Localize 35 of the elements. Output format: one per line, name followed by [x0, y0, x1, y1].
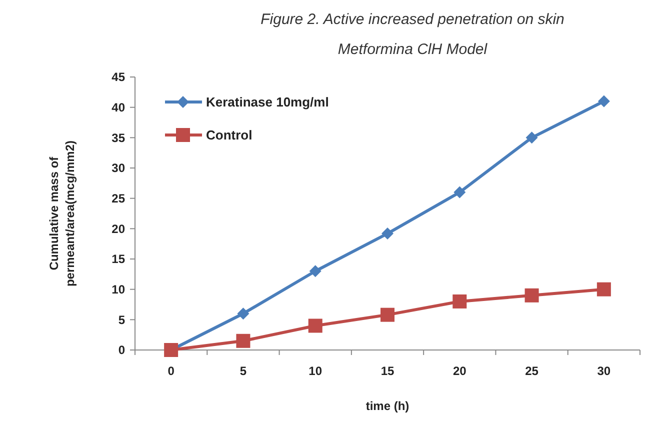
y-tick-label: 40	[112, 100, 126, 115]
point	[236, 334, 250, 348]
y-tick-label: 15	[112, 252, 126, 266]
chart-subtitle: Metformina ClH Model	[338, 41, 488, 58]
y-axis-title: Cumulative mass of permeant/area(mcg/mm2)	[47, 140, 77, 287]
point	[237, 308, 250, 320]
point	[526, 132, 538, 144]
y-tick-label: 10	[112, 282, 126, 297]
x-axis-title: time (h)	[366, 399, 410, 413]
point	[598, 95, 610, 108]
x-tick-label: 30	[597, 364, 611, 378]
y-tick-label: 30	[112, 161, 126, 176]
y-tick-label: 25	[112, 192, 126, 206]
point	[596, 282, 611, 296]
y-tick-label: 5	[118, 312, 126, 327]
x-tick-label: 0	[168, 364, 175, 378]
x-tick-label: 20	[452, 364, 467, 378]
x-tick-label: 5	[240, 364, 247, 378]
point	[454, 186, 466, 198]
y-tick-label: 45	[112, 70, 126, 84]
point	[524, 288, 539, 302]
legend-label: Keratinase 10mg/ml	[206, 94, 329, 110]
x-tick-label: 10	[308, 364, 322, 378]
point	[308, 318, 322, 333]
x-tick-label: 15	[380, 364, 394, 378]
y-tick-label: 0	[118, 343, 126, 358]
y-tick-label: 35	[112, 130, 126, 145]
y-tick-label: 20	[112, 222, 126, 236]
point	[452, 294, 467, 308]
point	[309, 265, 322, 278]
chart-title: Figure 2. Active increased penetration on skin	[260, 11, 564, 28]
x-tick-label: 25	[525, 364, 539, 378]
legend-label: Control	[206, 128, 252, 143]
point	[380, 308, 394, 322]
point	[382, 228, 394, 240]
